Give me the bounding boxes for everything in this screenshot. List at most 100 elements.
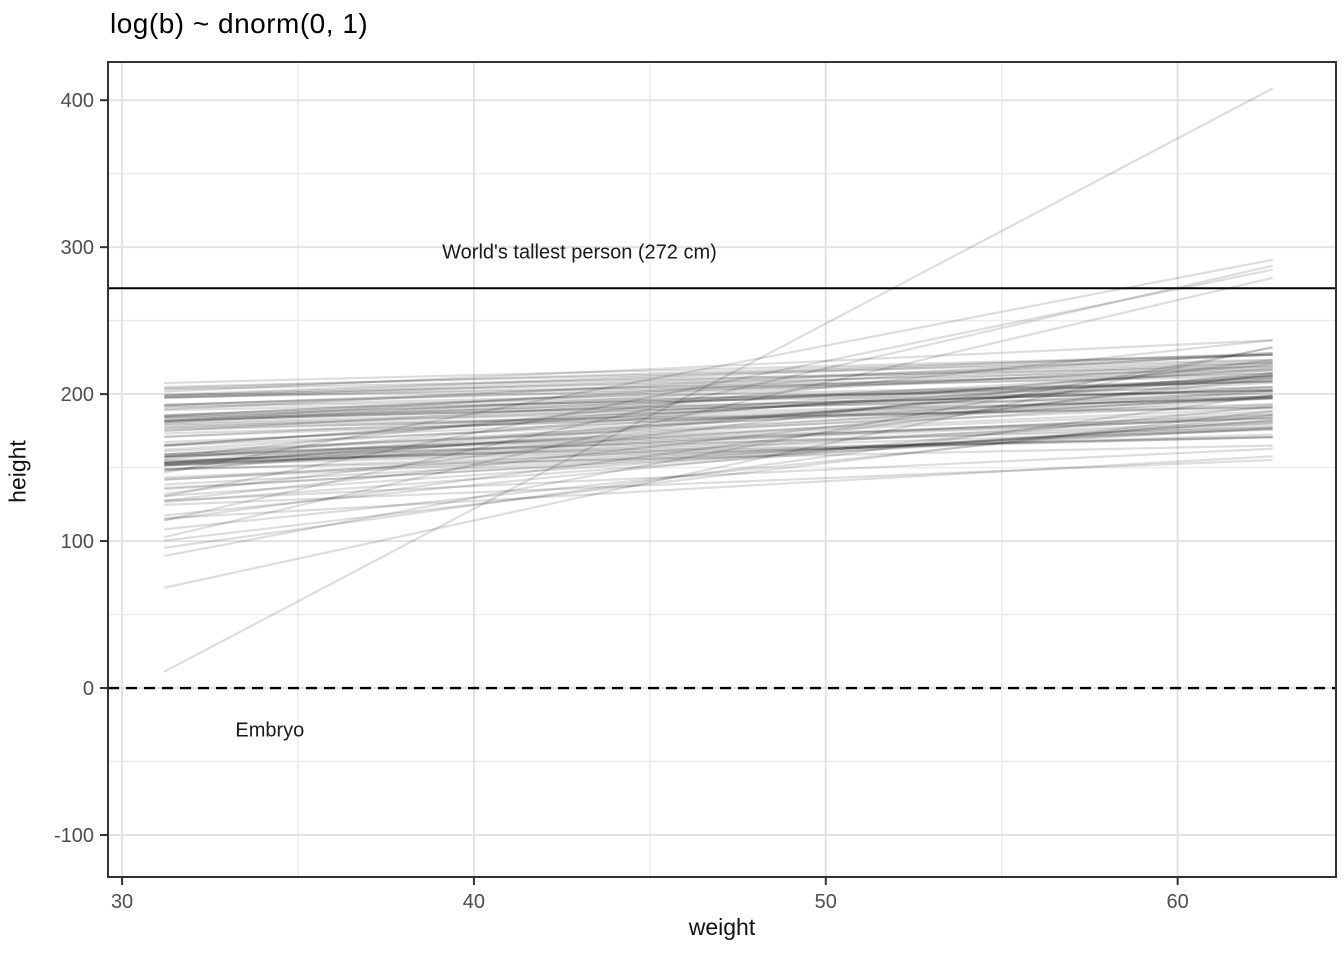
sim-line xyxy=(164,353,1273,390)
sim-line xyxy=(164,268,1273,498)
sim-line xyxy=(164,422,1273,467)
sim-line xyxy=(164,385,1273,409)
sim-line xyxy=(164,426,1273,459)
y-axis-title: height xyxy=(4,440,31,503)
sim-line xyxy=(164,420,1273,466)
sim-line xyxy=(164,388,1273,423)
sim-line xyxy=(164,406,1273,430)
sim-line xyxy=(164,413,1273,463)
sim-line xyxy=(164,419,1273,498)
sim-line xyxy=(164,372,1273,406)
sim-line xyxy=(164,426,1273,479)
sim-line xyxy=(164,351,1273,396)
sim-line xyxy=(164,359,1273,399)
x-tick-label: 30 xyxy=(111,891,133,913)
sim-line xyxy=(164,436,1273,467)
sim-line xyxy=(164,422,1273,491)
sim-line xyxy=(164,375,1273,467)
sim-line xyxy=(164,374,1273,447)
sim-line xyxy=(164,353,1273,397)
sim-line xyxy=(164,458,1273,506)
y-tick-label: 200 xyxy=(61,384,94,406)
sim-line xyxy=(164,358,1273,389)
sim-line xyxy=(164,427,1273,489)
sim-line xyxy=(164,393,1273,549)
y-tick-label: 400 xyxy=(61,90,94,112)
sim-line xyxy=(164,377,1273,424)
sim-line xyxy=(164,416,1273,456)
x-axis-title: weight xyxy=(688,914,756,940)
sim-line xyxy=(164,338,1273,459)
sim-line xyxy=(164,371,1273,473)
y-tick-label: 300 xyxy=(61,237,94,259)
sim-line xyxy=(164,403,1273,453)
y-tick-label: -100 xyxy=(54,825,94,847)
sim-line xyxy=(164,369,1273,433)
sim-line xyxy=(164,389,1273,419)
sim-line xyxy=(164,353,1273,411)
sim-line xyxy=(164,396,1273,432)
sim-line xyxy=(164,397,1273,471)
sim-line xyxy=(164,363,1273,424)
sim-line xyxy=(164,379,1273,422)
sim-line xyxy=(164,407,1273,458)
sim-line xyxy=(164,397,1273,426)
sim-line xyxy=(164,455,1273,520)
plot-title: log(b) ~ dnorm(0, 1) xyxy=(110,8,369,39)
sim-line xyxy=(164,360,1273,400)
y-tick-label: 0 xyxy=(83,678,94,700)
annotation-embryo: Embryo xyxy=(235,719,305,742)
sim-line xyxy=(164,433,1273,471)
x-tick-label: 60 xyxy=(1167,891,1189,913)
x-tick-label: 40 xyxy=(463,891,485,913)
sim-line xyxy=(164,410,1273,458)
sim-line xyxy=(164,374,1273,465)
sim-line xyxy=(164,365,1273,417)
sim-line xyxy=(164,394,1273,465)
sim-line xyxy=(164,418,1273,504)
sim-line xyxy=(164,427,1273,481)
sim-line xyxy=(164,361,1273,407)
sim-line xyxy=(164,395,1273,444)
sim-line xyxy=(164,412,1273,467)
sim-line xyxy=(164,264,1273,522)
sim-line xyxy=(164,367,1273,447)
sim-line xyxy=(164,392,1273,425)
sim-line xyxy=(164,372,1273,522)
sim-line xyxy=(164,380,1273,408)
sim-line xyxy=(164,381,1273,439)
sim-line xyxy=(164,435,1273,462)
sim-line xyxy=(164,403,1273,435)
y-tick-label: 100 xyxy=(61,531,94,553)
sim-line xyxy=(164,444,1273,471)
sim-line xyxy=(164,414,1273,531)
sim-line xyxy=(164,385,1273,451)
sim-line xyxy=(164,389,1273,456)
sim-line xyxy=(164,389,1273,412)
sim-line xyxy=(164,390,1273,466)
sim-line xyxy=(164,369,1273,407)
sim-line xyxy=(164,345,1273,589)
sim-line xyxy=(164,372,1273,399)
sim-line xyxy=(164,406,1273,427)
sim-line xyxy=(164,377,1273,502)
sim-line xyxy=(164,409,1273,542)
sim-line xyxy=(164,386,1273,429)
sim-line xyxy=(164,258,1273,474)
sim-line xyxy=(164,389,1273,422)
sim-line xyxy=(164,351,1273,423)
x-tick-label: 50 xyxy=(815,891,837,913)
sim-line xyxy=(164,413,1273,481)
sim-line xyxy=(164,436,1273,464)
panel-border xyxy=(107,61,1337,878)
sim-line xyxy=(164,417,1273,458)
sim-line xyxy=(164,353,1273,385)
sim-line xyxy=(164,428,1273,465)
sim-line xyxy=(164,424,1273,486)
sim-line xyxy=(164,276,1273,539)
sim-line xyxy=(164,405,1273,517)
sim-line xyxy=(164,361,1273,418)
annotation-tallest-person: World's tallest person (272 cm) xyxy=(442,241,717,264)
sim-line xyxy=(164,416,1273,463)
